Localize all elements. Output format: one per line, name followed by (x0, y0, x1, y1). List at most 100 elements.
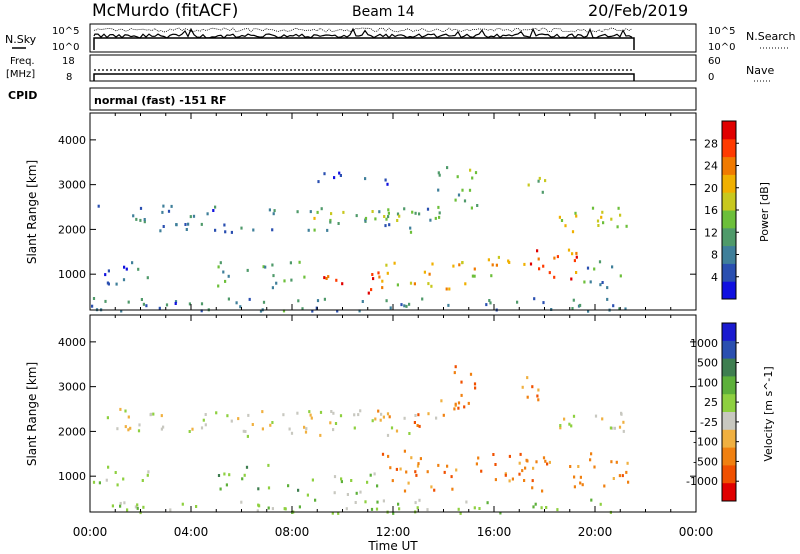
colorbar-segment (722, 210, 736, 229)
heatmap-cell (468, 188, 472, 192)
heatmap-cell (244, 430, 247, 433)
heatmap-cell (158, 306, 161, 310)
heatmap-cell (381, 286, 384, 290)
power-ylabel: Slant Range [km] (25, 160, 39, 264)
heatmap-cell (428, 272, 431, 276)
y-tick-label: 3000 (58, 381, 86, 394)
heatmap-cell (407, 481, 410, 485)
heatmap-cell (469, 372, 473, 376)
heatmap-cell (129, 426, 132, 430)
heatmap-cell (122, 278, 126, 282)
heatmap-cell (567, 248, 571, 252)
heatmap-cell (537, 398, 540, 402)
heatmap-cell (610, 460, 613, 464)
heatmap-cell (167, 209, 171, 213)
heatmap-cell (262, 265, 265, 269)
heatmap-cell (435, 416, 438, 420)
heatmap-cell (494, 478, 497, 482)
heatmap-cell (568, 422, 571, 426)
heatmap-cell (217, 284, 220, 288)
heatmap-cell (240, 226, 243, 230)
heatmap-cell (227, 274, 230, 278)
heatmap-cell (246, 434, 249, 438)
heatmap-cell (408, 302, 411, 306)
heatmap-cell (364, 218, 367, 222)
heatmap-cell (410, 456, 413, 460)
heatmap-cell (461, 261, 464, 264)
heatmap-cell (269, 423, 272, 427)
nsky-strip: N.Sky 10^5 10^0 10^5 10^0 N.Search (5, 23, 796, 53)
heatmap-cell (469, 168, 472, 172)
heatmap-cell (336, 309, 339, 313)
heatmap-cell (408, 432, 411, 435)
heatmap-cell (271, 421, 274, 424)
heatmap-cell (398, 214, 401, 218)
colorbar-tick-label: 25 (704, 396, 718, 409)
heatmap-cell (188, 302, 191, 306)
heatmap-cell (601, 210, 604, 214)
heatmap-cell (591, 206, 595, 210)
heatmap-cell (200, 426, 204, 430)
heatmap-cell (309, 413, 312, 417)
heatmap-cell (405, 304, 408, 308)
colorbar-tick-label: 100 (697, 376, 718, 389)
heatmap-cell (403, 416, 406, 420)
y-tick-label: 2000 (58, 223, 86, 236)
heatmap-cell (489, 301, 492, 305)
heatmap-cell (228, 473, 231, 477)
heatmap-cell (490, 274, 493, 278)
heatmap-cell (119, 501, 122, 505)
heatmap-cell (606, 297, 609, 301)
colorbar-segment (722, 483, 736, 502)
heatmap-cell (389, 306, 392, 310)
heatmap-cell (169, 508, 172, 512)
heatmap-cell (521, 469, 524, 473)
heatmap-cell (240, 500, 243, 504)
heatmap-cell (243, 473, 246, 477)
heatmap-cell (310, 416, 313, 420)
heatmap-cell (214, 205, 217, 209)
colorbar-segment (722, 340, 736, 360)
heatmap-cell (222, 270, 225, 274)
heatmap-cell (451, 487, 454, 491)
colorbar-tick-label: 16 (704, 204, 718, 217)
colorbar-segment (722, 245, 736, 264)
heatmap-cell (330, 410, 333, 413)
heatmap-cell (127, 428, 130, 432)
heatmap-cell (542, 301, 545, 305)
heatmap-cell (189, 215, 192, 219)
heatmap-cell (304, 430, 308, 434)
nsky-tick-low: 10^0 (52, 42, 79, 53)
heatmap-cell (485, 303, 488, 307)
heatmap-cell (589, 458, 592, 462)
heatmap-cell (268, 208, 271, 212)
heatmap-cell (414, 414, 417, 417)
heatmap-cell (563, 417, 566, 421)
heatmap-cell (477, 456, 480, 460)
heatmap-cell (396, 219, 399, 222)
heatmap-cell (571, 252, 574, 256)
heatmap-cell (185, 228, 188, 231)
heatmap-cell (325, 277, 328, 280)
heatmap-cell (532, 505, 535, 509)
heatmap-cell (184, 223, 187, 226)
heatmap-cell (531, 479, 534, 483)
heatmap-cell (600, 215, 603, 219)
time-tick-label: 04:00 (174, 525, 209, 539)
heatmap-cell (548, 460, 551, 464)
heatmap-cell (473, 267, 476, 271)
heatmap-cell (271, 507, 274, 511)
heatmap-cell (142, 302, 145, 306)
heatmap-cell (487, 258, 490, 262)
heatmap-cell (387, 454, 390, 458)
heatmap-cell (403, 489, 407, 493)
heatmap-cell (602, 221, 605, 225)
heatmap-cell (431, 262, 434, 266)
heatmap-cell (338, 171, 341, 175)
velocity-panel: 1000 2000 3000 4000 Slant Range [km] 1000 50… (25, 314, 775, 553)
freq-label: Freq. (10, 56, 35, 67)
heatmap-cell (217, 474, 221, 477)
heatmap-cell (380, 412, 383, 416)
heatmap-cell (346, 493, 349, 496)
heatmap-cell (622, 429, 625, 433)
